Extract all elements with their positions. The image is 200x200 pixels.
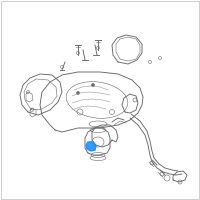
- Circle shape: [92, 84, 95, 86]
- Circle shape: [76, 92, 80, 95]
- Polygon shape: [86, 142, 96, 151]
